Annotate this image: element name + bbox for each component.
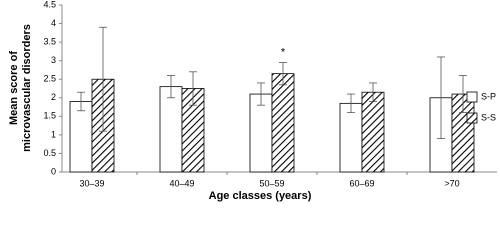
legend-label: S-S — [481, 112, 496, 122]
x-tick-label: >70 — [444, 178, 459, 188]
x-axis-label: Age classes (years) — [209, 190, 312, 202]
legend-swatch — [466, 91, 478, 103]
y-tick-label: 3.5 — [43, 36, 56, 46]
y-tick-label: 4 — [51, 18, 56, 28]
bar — [249, 93, 273, 173]
y-tick-label: 2.5 — [43, 74, 56, 84]
y-tick-label: 0.5 — [43, 148, 56, 158]
y-tick-label: 3 — [51, 55, 56, 65]
y-tick-label: 1.5 — [43, 111, 56, 121]
x-tick-label: 40–49 — [169, 178, 194, 188]
y-tick-label: 1 — [51, 129, 56, 139]
chart: Mean score of microvascular disorders Ag… — [8, 0, 497, 202]
annotation: * — [281, 46, 286, 58]
y-axis-label: Mean score of — [8, 51, 20, 125]
bar — [159, 86, 183, 173]
x-tick-label: 60–69 — [349, 178, 374, 188]
x-tick-label: 50–59 — [259, 178, 284, 188]
bar — [339, 102, 363, 173]
y-axis-label: microvascular disorders — [21, 24, 33, 152]
y-tick-label: 0 — [51, 166, 56, 176]
bar — [69, 101, 93, 173]
bar — [361, 91, 385, 173]
legend-label: S-P — [481, 91, 496, 101]
y-tick-label: 2 — [51, 92, 56, 102]
bar — [271, 73, 295, 173]
y-tick-label: 4.5 — [43, 0, 56, 9]
legend-swatch — [466, 112, 478, 124]
x-tick-label: 30–39 — [79, 178, 104, 188]
